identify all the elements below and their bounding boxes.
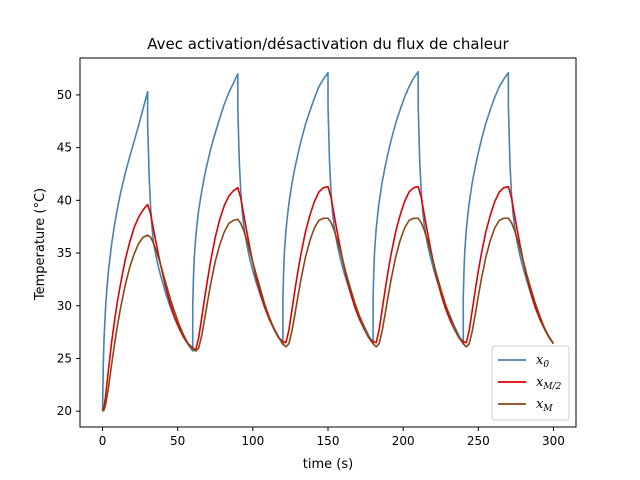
y-tick-label: 20 bbox=[57, 404, 72, 418]
x-tick-label: 100 bbox=[241, 434, 264, 448]
x-axis: 0 50 100 150 200 250 300 bbox=[99, 427, 565, 448]
x-tick-label: 150 bbox=[317, 434, 340, 448]
x-tick-label: 300 bbox=[542, 434, 565, 448]
series-layer bbox=[101, 70, 555, 412]
series-line-1 bbox=[101, 185, 555, 412]
legend-label-2: xM bbox=[536, 397, 553, 414]
y-tick-label: 30 bbox=[57, 299, 72, 313]
x-tick-label: 250 bbox=[467, 434, 490, 448]
legend-label-0: x0 bbox=[536, 353, 549, 370]
legend-label-1: xM/2 bbox=[536, 375, 562, 392]
series-line-2 bbox=[102, 217, 555, 412]
x-tick-label: 0 bbox=[99, 434, 107, 448]
series-line-0 bbox=[101, 70, 555, 412]
legend-box bbox=[491, 345, 570, 421]
y-axis-label: Temperature (°C) bbox=[33, 188, 48, 301]
y-axis: 20 25 30 35 40 45 50 bbox=[57, 88, 80, 418]
x-tick-label: 200 bbox=[392, 434, 415, 448]
y-tick-label: 45 bbox=[57, 141, 72, 155]
x-tick-label: 50 bbox=[170, 434, 185, 448]
legend: x0 xM/2 xM bbox=[491, 345, 570, 421]
y-tick-label: 35 bbox=[57, 246, 72, 260]
y-tick-label: 40 bbox=[57, 193, 72, 207]
chart-title: Avec activation/désactivation du flux de… bbox=[147, 35, 509, 53]
x-axis-label: time (s) bbox=[303, 457, 353, 472]
y-tick-label: 25 bbox=[57, 351, 72, 365]
y-tick-label: 50 bbox=[57, 88, 72, 102]
